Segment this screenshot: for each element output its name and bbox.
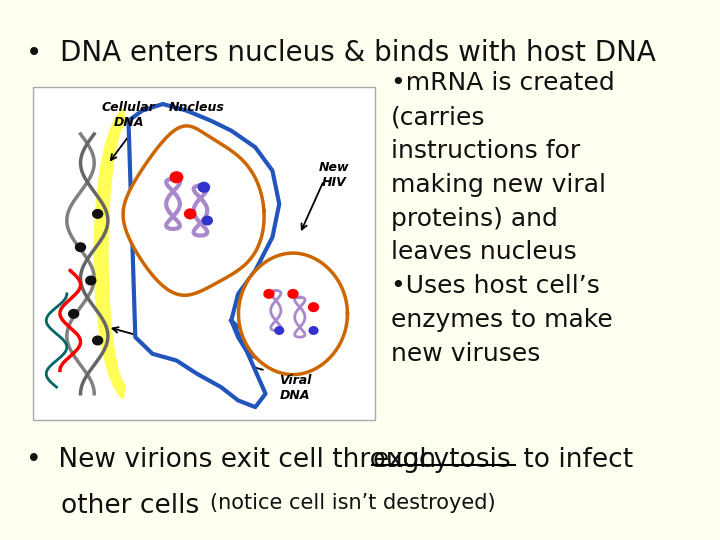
Text: Viral
DNA: Viral DNA [279, 374, 312, 402]
Polygon shape [128, 104, 279, 407]
Text: enzymes to make: enzymes to make [391, 308, 613, 332]
Circle shape [86, 276, 96, 285]
Text: instructions for: instructions for [391, 139, 580, 163]
Circle shape [93, 210, 103, 218]
Circle shape [309, 303, 318, 312]
Text: Cellular
DNA: Cellular DNA [102, 100, 156, 129]
Circle shape [275, 327, 284, 334]
Circle shape [68, 309, 78, 318]
Circle shape [202, 217, 212, 225]
Polygon shape [238, 253, 348, 375]
Text: to infect: to infect [516, 447, 634, 473]
Circle shape [76, 243, 86, 252]
Circle shape [170, 172, 183, 183]
Circle shape [309, 327, 318, 334]
Text: New
HIV: New HIV [319, 160, 349, 188]
Text: (carries: (carries [391, 105, 485, 129]
Text: •mRNA is created: •mRNA is created [391, 71, 615, 95]
Circle shape [264, 289, 274, 298]
Polygon shape [94, 109, 125, 399]
Text: new viruses: new viruses [391, 342, 540, 366]
Circle shape [198, 183, 210, 192]
Text: exocytosis: exocytosis [372, 447, 510, 473]
Text: •  DNA enters nucleus & binds with host DNA: • DNA enters nucleus & binds with host D… [27, 39, 656, 67]
Circle shape [288, 289, 298, 298]
Text: proteins) and: proteins) and [391, 207, 558, 231]
Text: (notice cell isn’t destroyed): (notice cell isn’t destroyed) [210, 493, 496, 513]
FancyBboxPatch shape [32, 87, 375, 421]
Polygon shape [123, 126, 264, 295]
Text: leaves nucleus: leaves nucleus [391, 240, 577, 265]
Text: •Uses host cell’s: •Uses host cell’s [391, 274, 600, 298]
Circle shape [184, 209, 196, 219]
Text: making new viral: making new viral [391, 173, 606, 197]
Text: Nncleus: Nncleus [169, 100, 225, 113]
Text: other cells: other cells [60, 493, 207, 519]
Circle shape [93, 336, 103, 345]
Text: •  New virions exit cell through: • New virions exit cell through [27, 447, 445, 473]
